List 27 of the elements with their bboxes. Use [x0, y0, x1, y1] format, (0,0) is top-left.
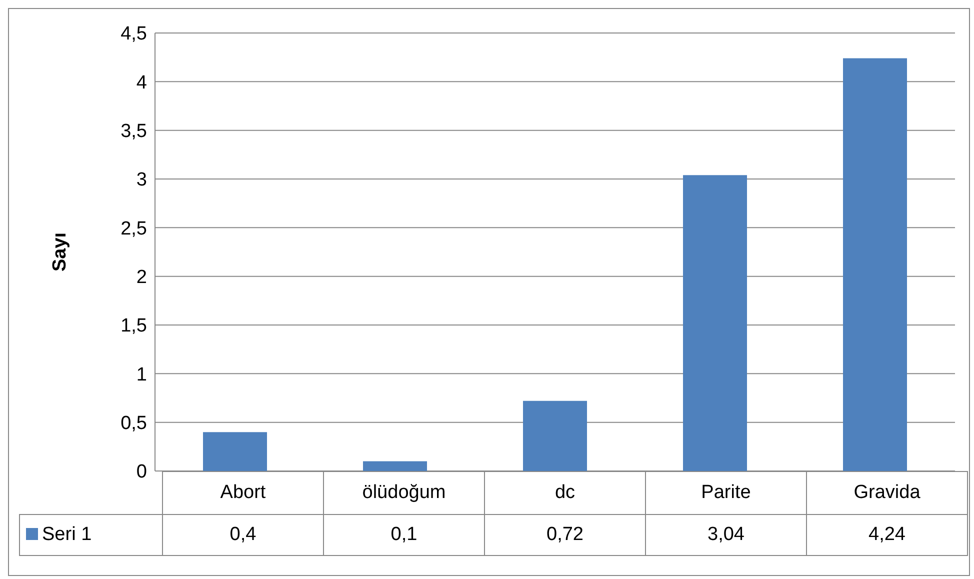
data-label: 0,1: [324, 514, 484, 555]
y-tick-label: 1: [136, 364, 147, 386]
y-tick-label: 4: [136, 72, 148, 94]
y-tick-label: 0,5: [120, 413, 147, 434]
x-tick-label: Parite: [646, 472, 806, 514]
bar: [843, 58, 907, 471]
x-tick-label: Gravida: [806, 472, 968, 514]
y-tick-label: 1,5: [120, 316, 147, 337]
data-label: 4,24: [806, 514, 968, 555]
y-tick-label: 4,5: [120, 24, 147, 45]
data-label: 0,72: [484, 514, 646, 555]
x-tick-label: dc: [484, 472, 646, 514]
x-tick-label: ölüdoğum: [324, 472, 484, 514]
bar: [683, 175, 747, 471]
bar: [363, 461, 427, 471]
data-label: 3,04: [646, 514, 806, 555]
y-axis-title: Sayı: [50, 232, 71, 272]
y-tick-label: 3,5: [120, 121, 147, 142]
legend-label: Seri 1: [41, 524, 92, 544]
y-tick-label: 0: [136, 462, 147, 483]
bar: [523, 400, 587, 471]
x-tick-label: Abort: [162, 472, 324, 514]
data-label: 0,4: [162, 514, 324, 555]
y-tick-label: 2: [136, 267, 147, 288]
y-tick-label: 2,5: [120, 218, 147, 240]
y-tick-label: 3: [136, 170, 147, 191]
bar: [203, 432, 267, 471]
